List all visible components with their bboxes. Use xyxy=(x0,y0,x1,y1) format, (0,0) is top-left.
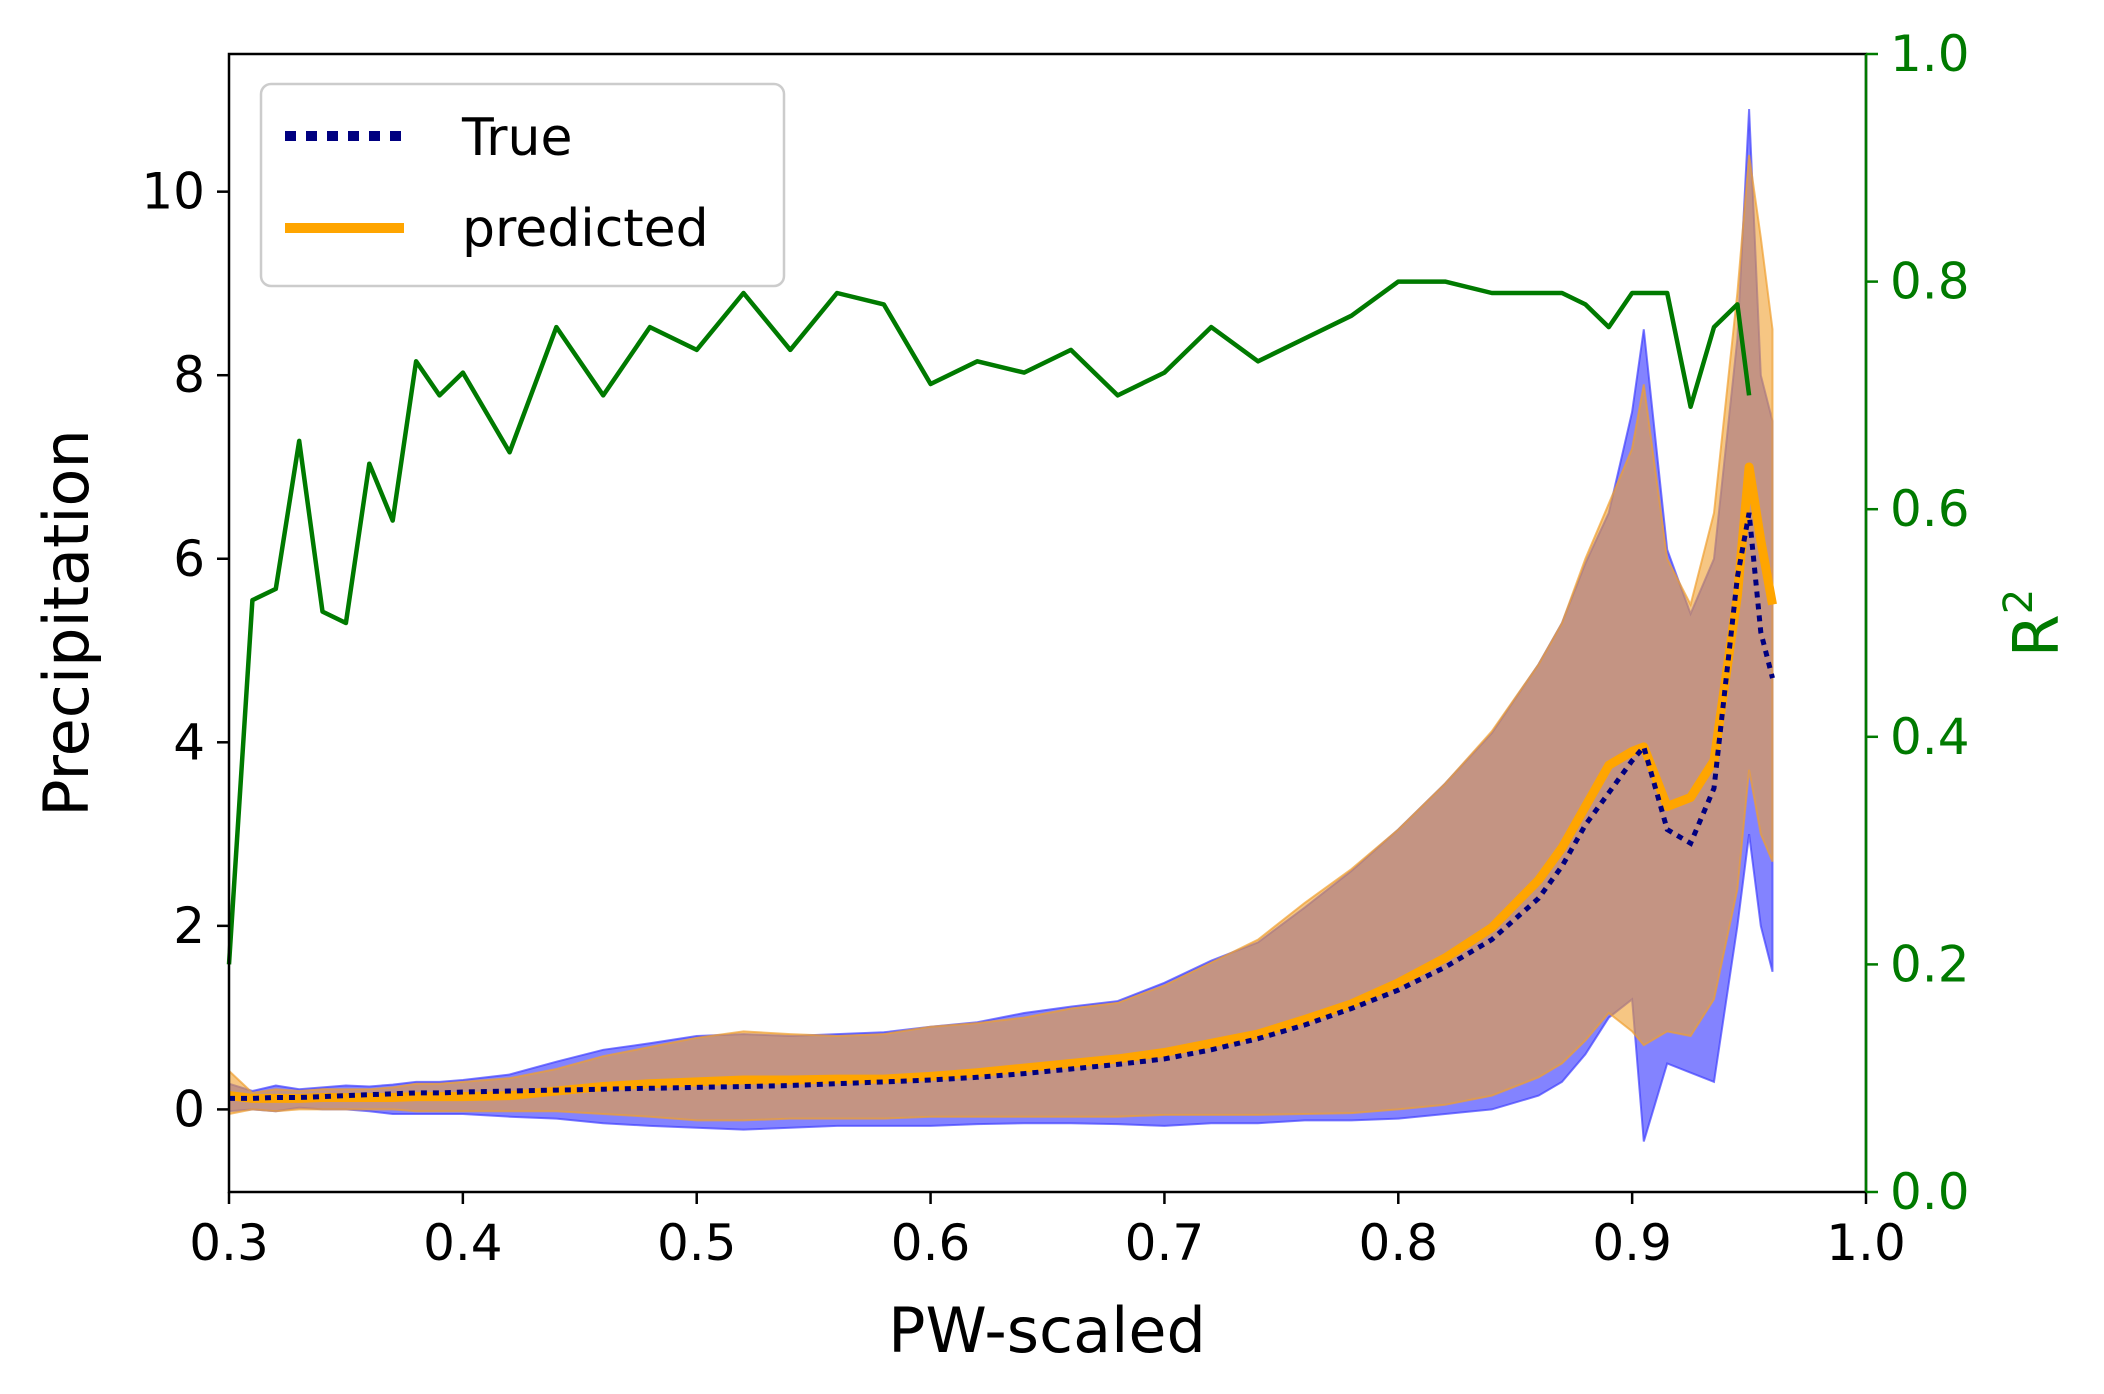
y2-tick-label: 0.4 xyxy=(1890,708,1970,766)
y-axis-title: Precipitation xyxy=(30,429,103,817)
y-tick-label: 6 xyxy=(173,530,205,588)
y2-tick-label: 1.0 xyxy=(1890,25,1970,83)
y-tick-label: 4 xyxy=(173,713,205,771)
series-line-true xyxy=(229,512,1775,1101)
x-axis-title: PW-scaled xyxy=(888,1294,1206,1367)
x-tick-label: 0.9 xyxy=(1592,1214,1672,1272)
confidence-bands xyxy=(228,109,1774,1142)
y2-tick-label: 0.2 xyxy=(1890,935,1970,993)
x-tick-label: 0.8 xyxy=(1359,1214,1439,1272)
y2-axis-title-base: R xyxy=(2000,614,2073,657)
legend-label-true: True xyxy=(461,108,572,168)
y-axis-ticks: 0 2 4 6 8 10 xyxy=(141,163,229,1138)
legend-label-predicted: predicted xyxy=(462,199,709,259)
band-predicted xyxy=(228,154,1774,1122)
x-axis-ticks: 0.3 0.4 0.5 0.6 0.7 0.8 0.9 1.0 xyxy=(189,1192,1906,1272)
y-tick-label: 2 xyxy=(173,897,205,955)
series-line-predicted xyxy=(228,462,1777,1103)
x-tick-label: 0.4 xyxy=(423,1214,503,1272)
y-tick-label: 0 xyxy=(173,1080,205,1138)
y2-tick-label: 0.6 xyxy=(1890,480,1970,538)
legend: True predicted xyxy=(259,82,786,288)
x-tick-label: 0.7 xyxy=(1125,1214,1205,1272)
x-tick-label: 0.3 xyxy=(189,1214,269,1272)
y2-tick-label: 0.0 xyxy=(1890,1163,1970,1221)
y-tick-label: 10 xyxy=(141,163,205,221)
y2-axis-title-superscript: 2 xyxy=(1996,589,2042,614)
series-lines xyxy=(226,279,1777,1103)
x-tick-label: 0.5 xyxy=(657,1214,737,1272)
y2-axis-ticks: 0.0 0.2 0.4 0.6 0.8 1.0 xyxy=(1866,25,1970,1221)
y2-tick-label: 0.8 xyxy=(1890,253,1970,311)
x-tick-label: 0.6 xyxy=(891,1214,971,1272)
y2-axis-title: R2 xyxy=(1996,589,2073,658)
series-line-r2 xyxy=(226,279,1752,965)
y-tick-label: 8 xyxy=(173,346,205,404)
x-tick-label: 1.0 xyxy=(1826,1214,1906,1272)
